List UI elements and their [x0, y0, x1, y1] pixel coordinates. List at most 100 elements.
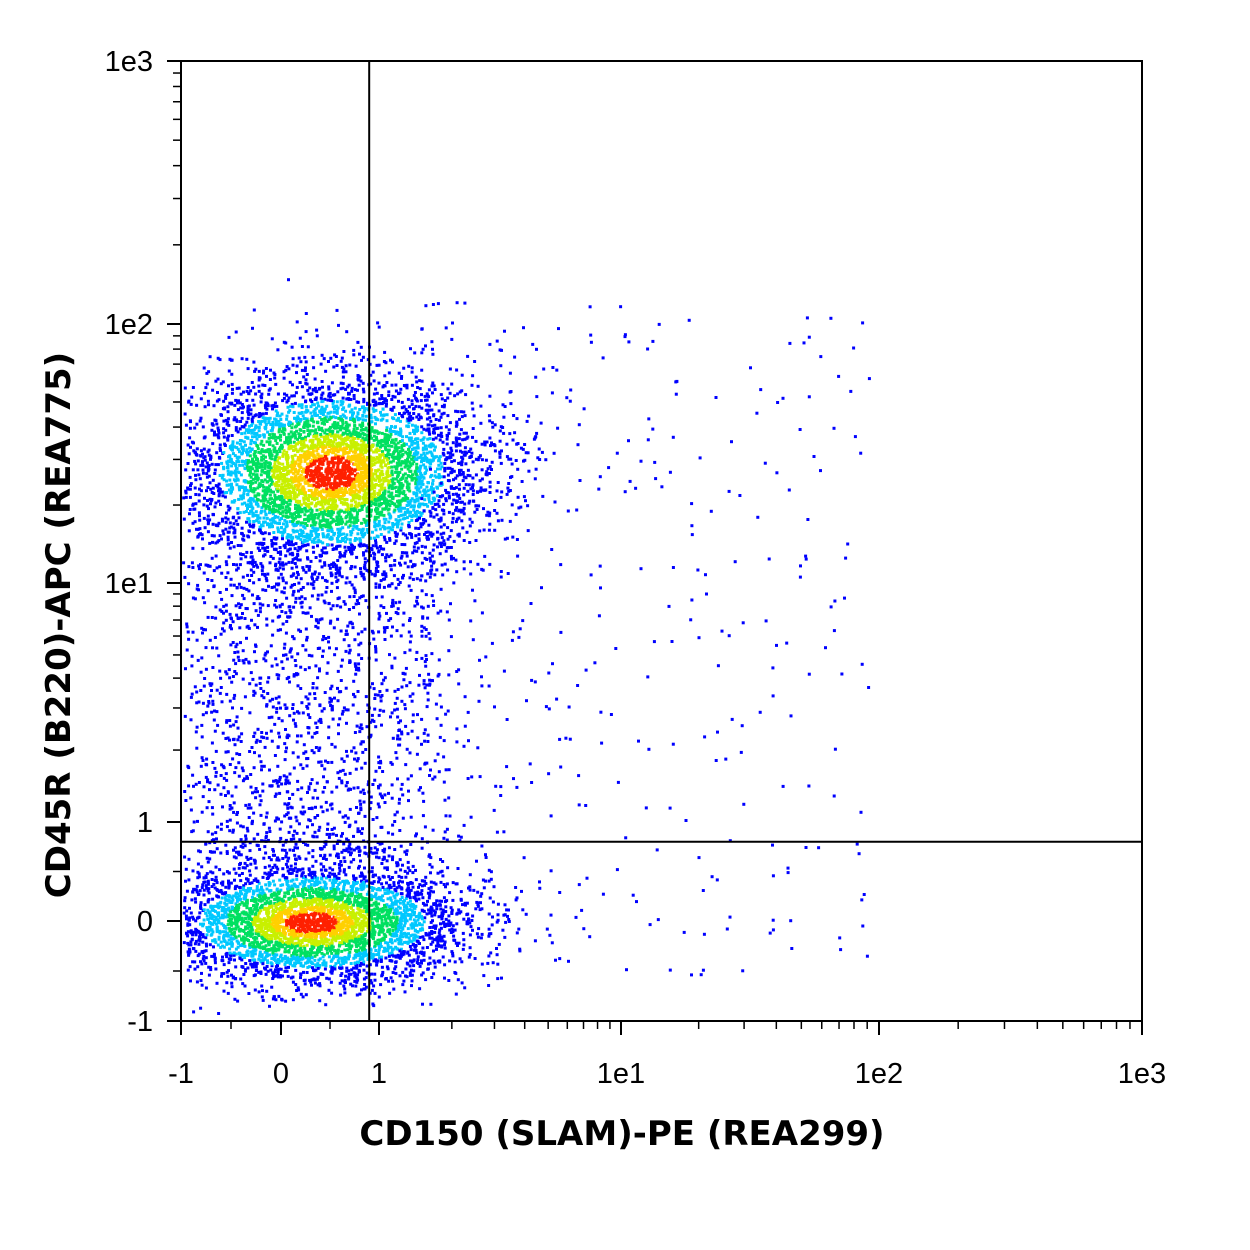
event-dot: [391, 522, 395, 525]
event-dot: [341, 370, 345, 374]
event-dot: [387, 444, 391, 448]
event-dot: [371, 496, 375, 500]
event-dot: [273, 503, 277, 507]
event-dot: [206, 469, 210, 473]
event-dot: [285, 437, 288, 441]
event-dot: [432, 496, 436, 500]
event-dot: [344, 484, 348, 488]
event-dot: [295, 364, 299, 368]
event-dot: [217, 493, 221, 496]
event-dot: [442, 502, 446, 506]
event-dot: [220, 537, 223, 541]
event-dot: [331, 456, 335, 460]
event-dot: [307, 518, 311, 522]
event-dot: [274, 542, 278, 546]
event-dot: [214, 379, 218, 383]
event-dot: [281, 452, 285, 456]
event-dot: [339, 501, 343, 504]
event-dot: [287, 515, 291, 519]
event-dot: [235, 419, 239, 423]
event-dot: [439, 393, 443, 397]
event-dot: [444, 458, 448, 462]
event-dot: [224, 520, 228, 524]
event-dot: [522, 326, 525, 330]
event-dot: [277, 484, 281, 488]
event-dot: [412, 407, 416, 411]
event-dot: [323, 578, 327, 582]
event-dot: [289, 535, 293, 539]
event-dot: [358, 408, 362, 411]
event-dot: [369, 382, 373, 386]
event-dot: [452, 478, 455, 482]
event-dot: [256, 502, 260, 506]
event-dot: [259, 442, 263, 446]
event-dot: [446, 526, 450, 530]
event-dot: [335, 586, 339, 590]
event-dot: [353, 539, 357, 542]
event-dot: [262, 369, 266, 373]
event-dot: [282, 370, 286, 374]
event-dot: [289, 430, 293, 434]
event-dot: [384, 559, 388, 563]
event-dot: [409, 469, 413, 473]
event-dot: [242, 492, 246, 496]
event-dot: [313, 377, 317, 381]
event-dot: [250, 574, 254, 577]
event-dot: [298, 547, 302, 551]
event-dot: [306, 543, 310, 547]
event-dot: [308, 474, 312, 477]
event-dot: [356, 432, 360, 436]
event-dot: [209, 502, 212, 506]
event-dot: [252, 487, 256, 491]
event-dot: [276, 489, 280, 493]
event-dot: [490, 468, 493, 471]
event-dot: [260, 506, 264, 510]
event-dot: [289, 574, 293, 578]
event-dot: [287, 447, 291, 451]
event-dot: [405, 476, 409, 480]
event-dot: [330, 543, 334, 547]
event-dot: [226, 538, 230, 542]
event-dot: [329, 356, 333, 360]
event-dot: [395, 456, 399, 460]
event-dot: [335, 515, 339, 519]
event-dot: [301, 414, 305, 418]
event-dot: [313, 536, 317, 540]
event-dot: [341, 497, 344, 501]
event-dot: [420, 551, 424, 555]
event-dot: [256, 478, 260, 482]
event-dot: [454, 443, 458, 447]
event-dot: [343, 471, 347, 475]
event-dot: [197, 499, 201, 503]
event-dot: [346, 451, 350, 455]
event-dot: [376, 524, 380, 528]
event-dot: [282, 424, 286, 428]
event-dot: [386, 453, 390, 457]
event-dot: [383, 492, 387, 495]
event-dot: [272, 531, 276, 534]
event-dot: [199, 397, 203, 401]
event-dot: [195, 403, 199, 407]
event-dot: [288, 489, 292, 493]
event-dot: [495, 489, 499, 493]
event-dot: [249, 479, 253, 483]
event-dot: [202, 516, 206, 520]
event-dot: [350, 389, 354, 393]
event-dot: [406, 424, 410, 428]
event-dot: [256, 469, 259, 473]
event-dot: [350, 499, 354, 503]
event-dot: [310, 414, 314, 418]
event-dot: [350, 549, 354, 553]
event-dot: [435, 568, 439, 572]
event-dot: [295, 488, 299, 492]
event-dot: [333, 393, 337, 397]
event-dot: [405, 551, 409, 555]
event-dot: [440, 404, 444, 408]
event-dot: [219, 448, 222, 452]
event-dot: [297, 628, 301, 632]
event-dot: [475, 508, 479, 511]
event-dot: [256, 447, 260, 451]
event-dot: [406, 565, 410, 569]
event-dot: [276, 521, 280, 525]
event-dot: [309, 477, 313, 481]
